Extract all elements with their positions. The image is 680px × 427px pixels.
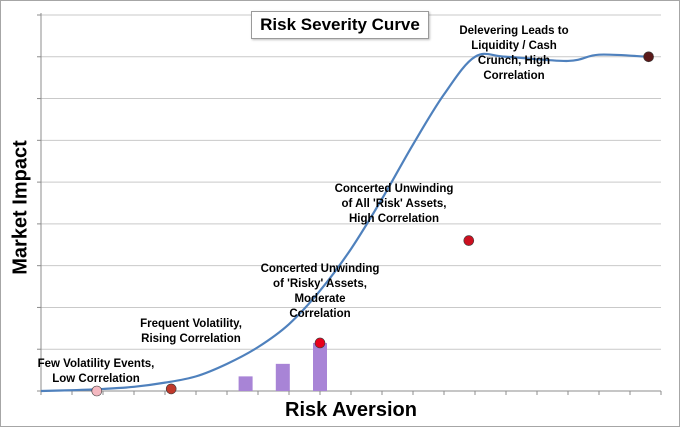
risk-curve-line <box>40 52 649 393</box>
bar <box>275 363 290 391</box>
data-point-marker <box>91 385 103 397</box>
annotation-line: Frequent Volatility, <box>140 318 242 330</box>
annotation-line: High Correlation <box>348 213 440 225</box>
annotation-line: Low Correlation <box>52 373 140 385</box>
annotation-delevering: Delevering Leads to Liquidity / Cash Cru… <box>441 24 587 84</box>
annotation-few-volatility: Few Volatility Events, Low Correlation <box>21 357 171 387</box>
bar <box>238 376 253 391</box>
annotation-line: Few Volatility Events, <box>37 358 155 370</box>
annotation-line: Concerted Unwinding <box>260 263 380 275</box>
annotation-frequent-volatility: Frequent Volatility, Rising Correlation <box>121 317 261 347</box>
bar <box>313 342 327 391</box>
chart-title: Risk Severity Curve <box>260 15 420 34</box>
annotation-line: Correlation <box>289 308 351 320</box>
annotation-line: Moderate <box>294 293 346 305</box>
y-axis-label: Market Impact <box>9 140 32 275</box>
annotation-line: Correlation <box>483 70 545 82</box>
data-point-marker <box>463 235 475 246</box>
data-point-marker <box>643 51 654 63</box>
chart-title-box: Risk Severity Curve <box>251 11 429 39</box>
annotation-all-risk-assets: Concerted Unwinding of All 'Risk' Assets… <box>316 182 472 227</box>
annotation-line: Concerted Unwinding <box>334 183 454 195</box>
data-point-marker <box>165 383 177 395</box>
annotation-risky-assets: Concerted Unwinding of 'Risky' Assets, M… <box>247 262 393 322</box>
annotation-line: Liquidity / Cash <box>471 40 557 52</box>
annotation-line: Delevering Leads to <box>459 25 569 37</box>
data-point-marker <box>314 337 326 349</box>
annotation-line: of 'Risky' Assets, <box>273 278 367 290</box>
annotation-line: Rising Correlation <box>141 333 241 345</box>
annotation-line: Crunch, High <box>477 55 551 67</box>
x-axis-label: Risk Aversion <box>285 399 417 421</box>
annotation-line: of All 'Risk' Assets, <box>341 198 447 210</box>
